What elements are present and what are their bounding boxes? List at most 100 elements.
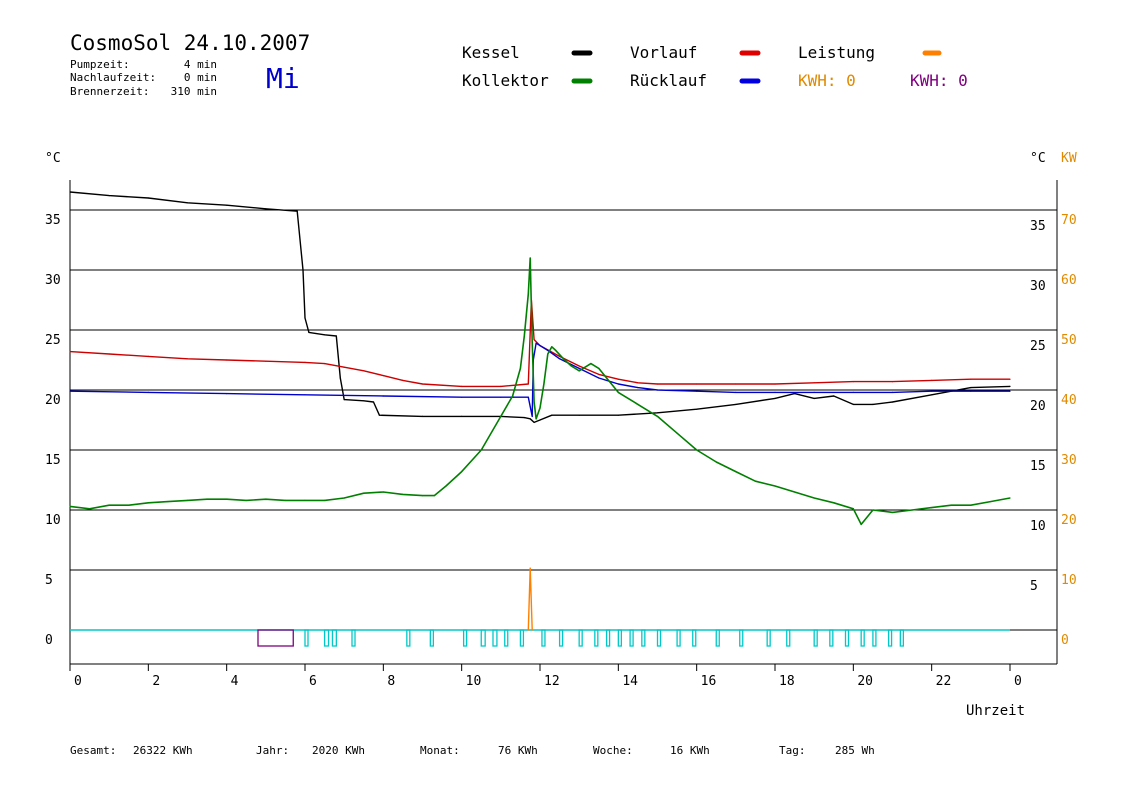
data-point-ruecklauf-22 <box>852 391 854 393</box>
data-point-kessel-7 <box>302 269 304 271</box>
y-ticks-kw: 0 10 20 30 40 50 60 70 <box>1061 213 1077 648</box>
data-point-vorlauf-21 <box>598 373 600 375</box>
data-point-kollektor-9 <box>245 499 247 501</box>
pump-interval-11 <box>519 629 525 647</box>
data-point-kessel-21 <box>529 418 531 420</box>
pump-interval-7 <box>462 629 468 647</box>
data-point-kollektor-11 <box>284 499 286 501</box>
footer-stats: Gesamt: 26322 KWh Jahr: 2020 KWh Monat: … <box>70 744 875 757</box>
pump-interval-25 <box>766 629 771 647</box>
series-line-kessel <box>69 191 1011 424</box>
data-point-kessel-12 <box>339 377 341 379</box>
data-point-kollektor-41 <box>598 367 600 369</box>
x-tick-9: 18 <box>779 674 795 689</box>
data-point-vorlauf-8 <box>343 366 345 368</box>
data-point-kollektor-46 <box>676 432 678 434</box>
footer-value-woche: 16 KWh <box>670 744 710 757</box>
data-point-ruecklauf-0 <box>69 390 71 392</box>
pump-interval-19 <box>641 629 646 647</box>
pump-interval-12 <box>541 629 546 647</box>
data-point-kollektor-54 <box>833 502 835 504</box>
data-point-kollektor-6 <box>186 499 189 501</box>
y-tick-left-5: 5 <box>45 573 53 588</box>
y-tick-left-30: 30 <box>45 273 61 288</box>
pump-interval-13 <box>558 629 564 647</box>
data-point-kollektor-56 <box>860 523 862 526</box>
data-point-ruecklauf-8 <box>531 415 533 417</box>
data-point-kessel-24 <box>551 414 553 416</box>
data-point-vorlauf-23 <box>637 382 639 384</box>
pump-interval-1 <box>304 629 309 647</box>
data-point-kollektor-20 <box>445 485 447 487</box>
data-point-ruecklauf-19 <box>735 391 737 393</box>
y-tick-kw-30: 30 <box>1061 453 1077 468</box>
data-point-kessel-6 <box>296 210 298 212</box>
data-point-ruecklauf-1 <box>147 391 149 393</box>
series-line-leistung <box>527 567 533 631</box>
data-point-kessel-2 <box>147 197 149 199</box>
data-point-ruecklauf-13 <box>578 367 580 369</box>
legend-label-vorlauf: Vorlauf <box>630 43 697 62</box>
info-value-nachlaufzeit: 0 min <box>184 71 217 84</box>
data-point-leistung-0 <box>527 629 529 631</box>
data-point-kollektor-53 <box>813 497 815 499</box>
data-point-vorlauf-32 <box>970 378 972 380</box>
data-point-ruecklauf-20 <box>774 391 776 393</box>
data-point-ruecklauf-17 <box>656 389 659 391</box>
data-point-ruecklauf-14 <box>598 377 600 379</box>
data-point-kollektor-63 <box>989 501 992 503</box>
info-value-brennerzeit: 310 min <box>171 85 217 98</box>
pump-interval-5 <box>406 629 411 647</box>
data-point-ruecklauf-5 <box>461 396 463 398</box>
data-point-kollektor-4 <box>147 502 149 504</box>
data-point-kessel-39 <box>1009 385 1011 387</box>
data-point-vorlauf-31 <box>931 379 933 381</box>
footer-label-woche: Woche: <box>593 744 633 757</box>
data-point-kollektor-50 <box>754 480 757 482</box>
x-tick-2: 4 <box>231 674 239 689</box>
data-point-ruecklauf-11 <box>547 349 549 351</box>
data-point-ruecklauf-25 <box>970 390 972 392</box>
data-point-vorlauf-33 <box>1009 378 1011 380</box>
data-point-vorlauf-2 <box>147 355 149 357</box>
data-point-vorlauf-9 <box>363 370 365 372</box>
chart-title: CosmoSol 24.10.2007 <box>70 31 310 55</box>
data-point-kollektor-45 <box>656 415 659 417</box>
gridlines <box>70 209 1057 631</box>
info-label-brennerzeit: Brennerzeit: <box>70 85 149 98</box>
data-point-kessel-27 <box>656 412 659 414</box>
data-point-kollektor-21 <box>461 471 463 473</box>
pump-interval-14 <box>578 629 583 647</box>
x-tick-6: 12 <box>544 674 560 689</box>
data-point-kollektor-33 <box>543 383 545 385</box>
data-point-vorlauf-17 <box>533 339 535 341</box>
y-right-unit: °C <box>1030 151 1046 166</box>
data-point-kollektor-10 <box>265 498 267 500</box>
y-tick-left-20: 20 <box>45 393 61 408</box>
legend-label-kessel: Kessel <box>462 43 520 62</box>
data-point-vorlauf-0 <box>69 351 71 353</box>
data-point-kessel-26 <box>617 414 619 416</box>
data-point-kessel-29 <box>735 403 737 405</box>
data-point-kollektor-32 <box>539 407 541 409</box>
data-point-kessel-14 <box>363 400 365 402</box>
series-lines <box>69 191 1011 631</box>
y-tick-left-0: 0 <box>45 633 53 648</box>
data-point-kollektor-13 <box>324 499 326 501</box>
data-point-kollektor-3 <box>128 504 130 506</box>
pump-interval-17 <box>617 629 622 647</box>
data-point-kollektor-30 <box>533 401 535 403</box>
y-tick-kw-20: 20 <box>1061 513 1077 528</box>
data-point-kessel-23 <box>539 419 541 421</box>
data-point-kollektor-38 <box>570 365 572 367</box>
footer-label-jahr: Jahr: <box>256 744 289 757</box>
data-point-kollektor-0 <box>69 505 71 507</box>
data-point-kollektor-57 <box>872 509 874 511</box>
data-point-kollektor-34 <box>547 353 549 355</box>
y-tick-kw-40: 40 <box>1061 393 1077 408</box>
y-kw-unit: KW <box>1061 151 1077 166</box>
data-point-kessel-3 <box>186 202 189 204</box>
data-point-ruecklauf-23 <box>891 391 894 393</box>
data-point-vorlauf-22 <box>617 378 619 380</box>
x-tick-7: 14 <box>622 674 638 689</box>
